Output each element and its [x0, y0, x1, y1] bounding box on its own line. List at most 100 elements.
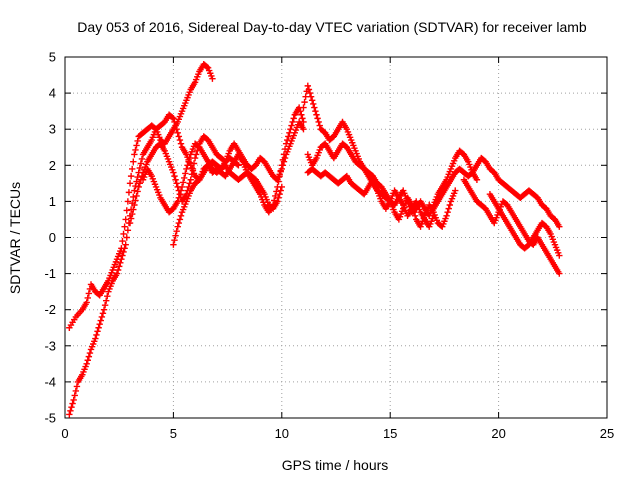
data-point: [315, 118, 322, 126]
data-point: [312, 107, 319, 115]
data-point: [171, 118, 178, 126]
data-point: [102, 297, 110, 304]
data-point: [134, 137, 141, 145]
data-point: [123, 207, 130, 214]
y-tick-labels: -5 -4 -3 -2 -1 0 1 2 3 4 5: [44, 50, 56, 426]
data-point: [170, 241, 177, 248]
x-tick-label: 5: [170, 426, 177, 441]
y-tick-label: -4: [44, 374, 56, 389]
data-point: [182, 170, 189, 177]
data-point: [443, 212, 450, 220]
data-point: [68, 403, 75, 411]
data-point: [124, 227, 132, 234]
data-point: [203, 63, 211, 71]
data-point: [446, 201, 454, 209]
series-track-2: [66, 104, 307, 418]
data-point: [85, 290, 93, 297]
data-point: [189, 165, 197, 173]
x-tick-label: 10: [275, 426, 289, 441]
data-point: [313, 111, 320, 118]
data-point: [311, 104, 318, 111]
data-point: [134, 188, 141, 195]
data-point: [83, 299, 90, 306]
data-point: [307, 93, 315, 100]
data-point: [173, 126, 180, 133]
data-point: [174, 198, 181, 205]
data-point: [127, 172, 135, 180]
data-point: [279, 162, 287, 169]
data-point: [308, 97, 316, 104]
data-point: [122, 241, 129, 248]
series-track-5: [170, 154, 242, 248]
data-point: [273, 188, 280, 195]
data-point: [284, 136, 291, 144]
y-tick-label: -2: [44, 302, 56, 317]
data-point: [306, 89, 314, 97]
data-point: [186, 180, 193, 187]
data-point: [171, 237, 178, 244]
data-point: [133, 192, 140, 200]
data-point: [177, 140, 185, 147]
data-point: [137, 160, 145, 167]
data-point: [175, 133, 183, 140]
data-point: [556, 223, 563, 230]
data-point: [184, 162, 191, 169]
data-point: [83, 360, 90, 368]
data-point: [172, 232, 179, 239]
data-point: [104, 292, 111, 300]
data-point: [444, 209, 451, 216]
data-point: [67, 407, 74, 414]
data-point: [275, 194, 282, 201]
data-point: [71, 392, 78, 399]
data-point: [131, 201, 138, 209]
data-point: [411, 212, 419, 220]
data-point: [96, 320, 103, 328]
data-point: [430, 212, 437, 220]
data-point: [95, 324, 102, 331]
data-point: [119, 252, 126, 259]
x-axis-label: GPS time / hours: [282, 457, 389, 473]
data-point: [134, 173, 141, 181]
data-point: [129, 165, 136, 173]
data-point: [300, 126, 307, 133]
data-point: [130, 206, 137, 213]
data-point: [169, 114, 176, 121]
data-point: [277, 187, 284, 194]
data-point: [138, 155, 146, 163]
data-point: [186, 154, 193, 162]
y-axis-label: SDTVAR / TECUs: [7, 182, 23, 294]
data-point: [276, 190, 283, 198]
data-point: [445, 205, 452, 212]
data-point: [452, 187, 459, 194]
data-point: [188, 171, 196, 178]
x-tick-label: 25: [600, 426, 614, 441]
x-tick-label: 0: [61, 426, 68, 441]
data-point: [556, 252, 563, 259]
data-point: [121, 223, 128, 230]
data-point: [289, 118, 296, 126]
x-tick-label: 20: [491, 426, 505, 441]
data-point: [133, 142, 140, 149]
data-point: [127, 215, 135, 222]
data-point: [304, 82, 312, 90]
data-point: [119, 237, 126, 245]
y-tick-label: 1: [49, 194, 56, 209]
data-point: [100, 306, 108, 313]
data-point: [234, 161, 241, 168]
y-tick-label: -3: [44, 338, 56, 353]
data-point: [556, 270, 563, 277]
data-point: [120, 248, 127, 256]
data-point: [176, 190, 184, 198]
data-point: [177, 187, 185, 194]
data-point: [298, 111, 305, 118]
data-point: [132, 182, 139, 190]
data-point: [278, 165, 285, 173]
data-point: [173, 227, 180, 235]
data-point: [285, 133, 292, 140]
data-point: [133, 178, 140, 185]
y-tick-label: 5: [49, 50, 56, 65]
data-point: [178, 183, 186, 191]
data-point: [94, 328, 101, 335]
data-point: [301, 98, 308, 106]
